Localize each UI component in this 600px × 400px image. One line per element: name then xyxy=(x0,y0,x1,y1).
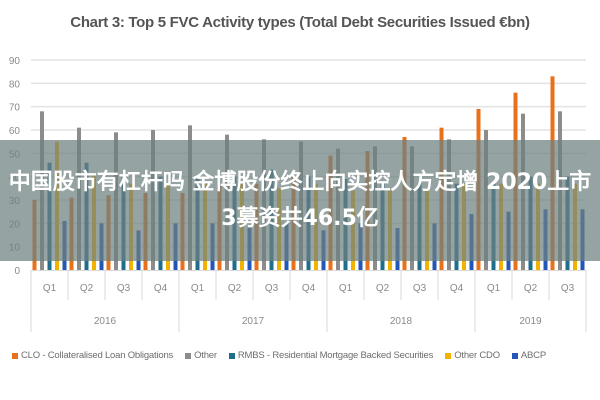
legend-swatch-icon xyxy=(511,352,518,359)
legend-item: CLO - Collateralised Loan Obligations xyxy=(12,350,173,361)
quarter-label: Q3 xyxy=(561,283,575,294)
legend-label: CLO - Collateralised Loan Obligations xyxy=(21,350,174,361)
quarter-label: Q3 xyxy=(413,283,427,294)
legend-swatch-icon xyxy=(445,352,452,359)
x-axis: Q1 Q2 Q3 Q4 Q1 Q2 Q3 Q4 Q1 Q2 Q3 Q4 Q1 Q2 Q3 2016 2017 20… xyxy=(30,270,587,332)
quarter-label: Q1 xyxy=(191,283,205,294)
legend-item: Other xyxy=(185,350,217,361)
quarter-label: Q4 xyxy=(302,283,316,294)
legend-item: RMBS - Residential Mortgage Backed Secur… xyxy=(228,350,434,361)
legend-label: Other CDO xyxy=(454,350,500,361)
chart-title: Chart 3: Top 5 FVC Activity types (Total… xyxy=(70,14,530,31)
quarter-label: Q4 xyxy=(154,283,168,294)
y-tick-label: 90 xyxy=(9,56,21,67)
chart-legend: CLO - Collateralised Loan Obligations Oth… xyxy=(12,350,600,361)
legend-label: RMBS - Residential Mortgage Backed Secur… xyxy=(237,350,434,361)
legend-item: Other CDO xyxy=(445,350,500,361)
overlay-banner: 中国股市有杠杆吗 金博股份终止向实控人方定增 2020上市3募资共46.5亿 xyxy=(0,140,600,261)
y-tick-label: 60 xyxy=(9,126,21,137)
quarter-label: Q2 xyxy=(228,283,242,294)
year-label: 2018 xyxy=(390,316,413,327)
quarter-label: Q1 xyxy=(339,283,353,294)
legend-swatch-icon xyxy=(228,352,235,359)
quarter-label: Q2 xyxy=(80,283,94,294)
quarter-label: Q2 xyxy=(524,283,538,294)
legend-label: ABCP xyxy=(520,350,546,361)
quarter-label: Q4 xyxy=(450,283,464,294)
legend-label: Other xyxy=(194,350,217,361)
quarter-label: Q3 xyxy=(265,283,279,294)
quarter-label: Q1 xyxy=(487,283,501,294)
y-tick-label: 0 xyxy=(14,266,20,277)
legend-item: ABCP xyxy=(511,350,546,361)
legend-swatch-icon xyxy=(12,352,18,359)
quarter-label: Q2 xyxy=(376,283,390,294)
legend-swatch-icon xyxy=(185,352,192,359)
year-label: 2019 xyxy=(519,316,542,327)
quarter-label: Q1 xyxy=(43,283,57,294)
overlay-headline: 中国股市有杠杆吗 金博股份终止向实控人方定增 2020上市3募资共46.5亿 xyxy=(8,169,592,231)
year-label: 2016 xyxy=(94,316,117,327)
year-label: 2017 xyxy=(242,316,265,327)
y-tick-label: 70 xyxy=(9,103,21,114)
y-tick-label: 80 xyxy=(9,79,21,90)
quarter-label: Q3 xyxy=(117,283,131,294)
